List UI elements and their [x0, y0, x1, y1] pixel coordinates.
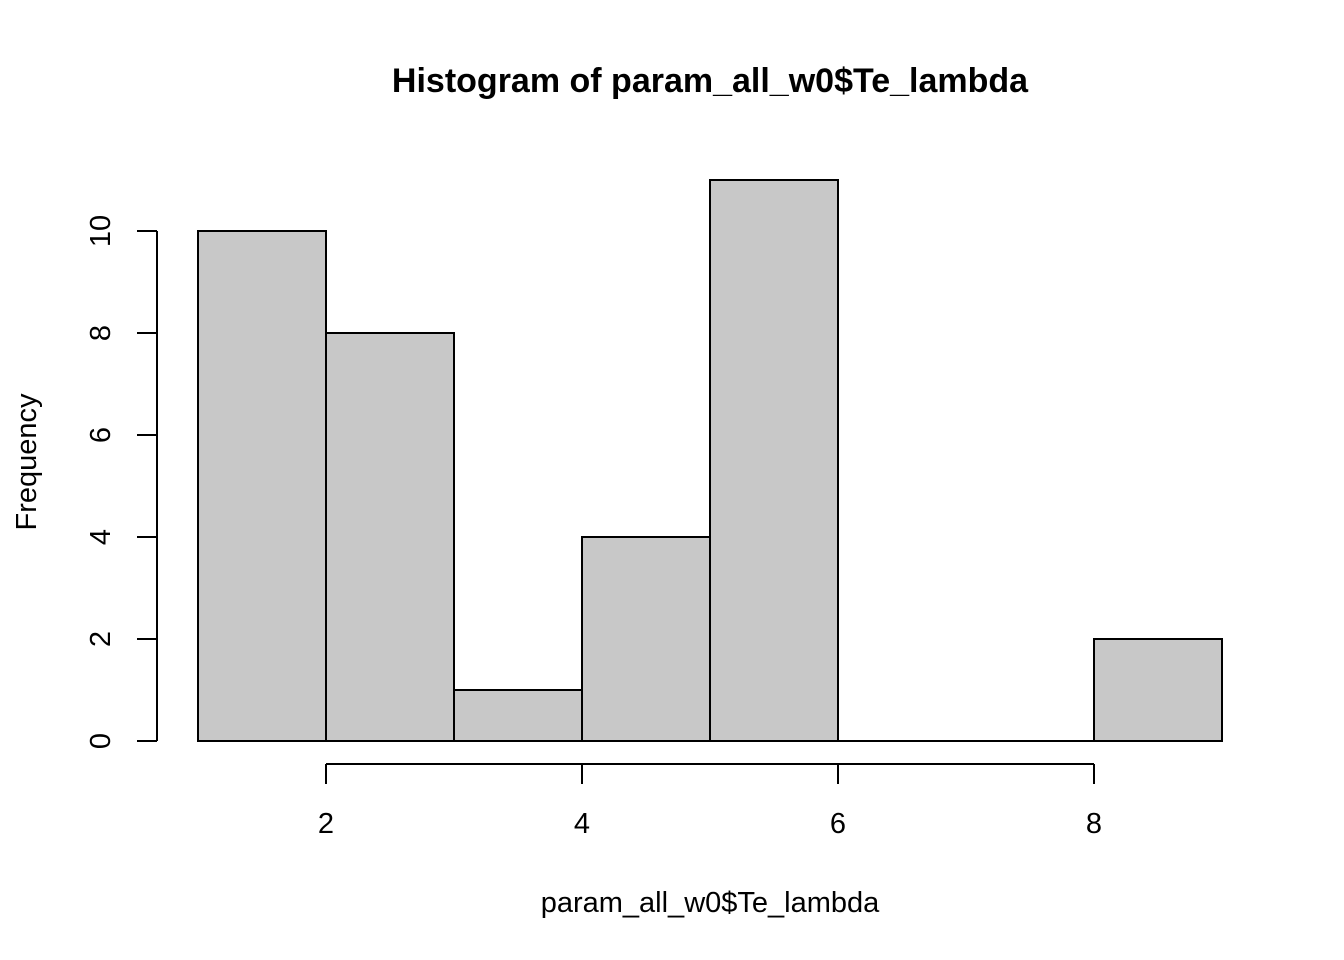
- x-tick-label-8: 8: [1086, 808, 1102, 840]
- y-tick-label-6: 6: [85, 427, 117, 443]
- x-tick-label-2: 2: [318, 808, 334, 840]
- y-tick-label-10: 10: [85, 215, 117, 247]
- y-tick-label-8: 8: [85, 325, 117, 341]
- x-axis-label: param_all_w0$Te_lambda: [541, 887, 880, 919]
- histogram-bars: [197, 179, 1223, 742]
- y-tick-label-4: 4: [85, 529, 117, 545]
- y-tick-label-2: 2: [85, 631, 117, 647]
- histogram-bar-4: [581, 536, 711, 742]
- histogram-bar-8: [1093, 638, 1223, 742]
- histogram-bar-1: [197, 230, 327, 742]
- y-axis: 0 2 4 6 8 10: [85, 215, 158, 749]
- histogram-bar-3: [453, 689, 583, 742]
- y-axis-label: Frequency: [11, 393, 43, 531]
- y-tick-label-0: 0: [85, 733, 117, 749]
- x-tick-label-4: 4: [574, 808, 590, 840]
- chart-title: Histogram of param_all_w0$Te_lambda: [392, 62, 1029, 100]
- histogram-bar-5: [709, 179, 839, 742]
- x-axis: 2 4 6 8: [318, 763, 1102, 840]
- x-tick-label-6: 6: [830, 808, 846, 840]
- histogram-bar-2: [325, 332, 455, 742]
